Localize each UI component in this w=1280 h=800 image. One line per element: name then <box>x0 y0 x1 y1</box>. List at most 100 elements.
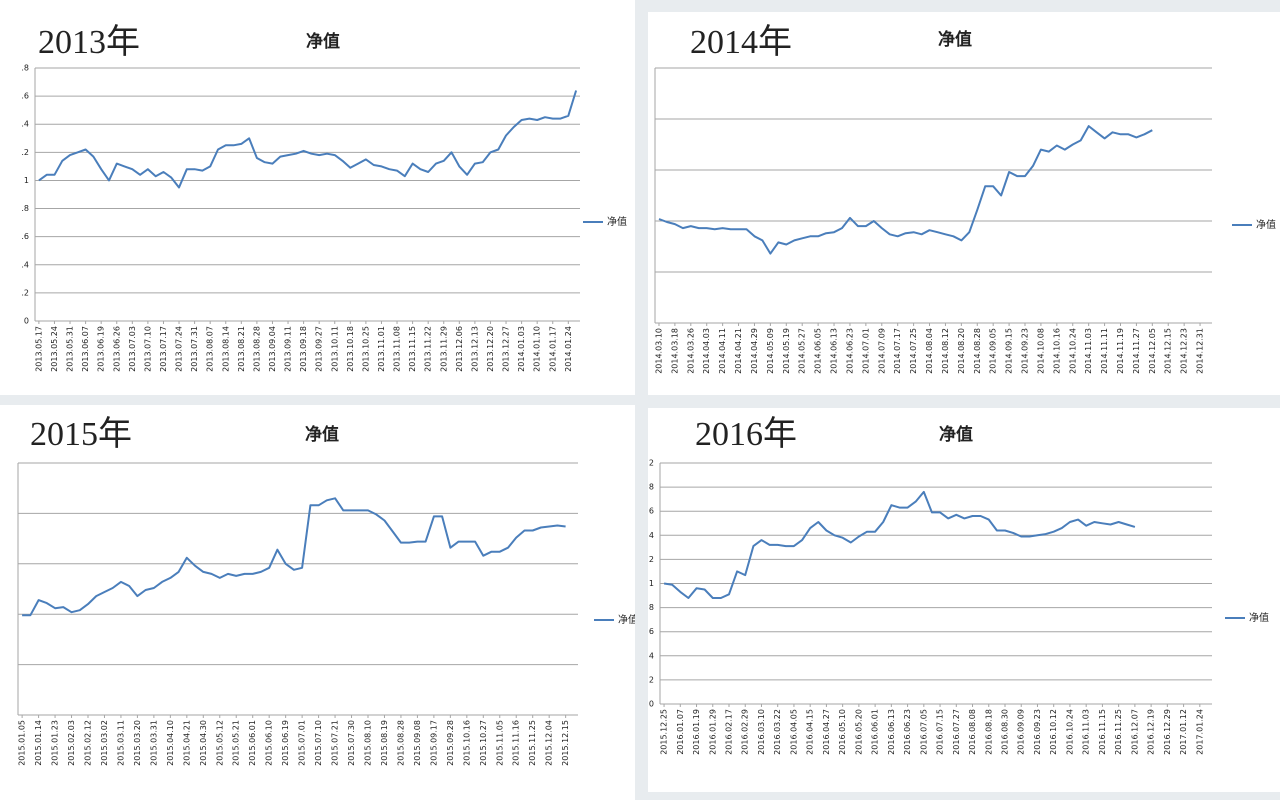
x-tick-label: 2014.08.20 <box>957 328 966 374</box>
x-tick-label: 2014.12.31 <box>1196 328 1205 374</box>
x-tick-label: 2015.05.12 <box>215 720 224 766</box>
x-tick-label: 2014.12.05 <box>1148 328 1157 374</box>
y-tick-label: 8 <box>649 483 654 492</box>
x-tick-label: 2016.08.30 <box>1001 709 1010 755</box>
x-tick-label: 2014.10.08 <box>1036 328 1045 374</box>
x-tick-label: 2016.06.13 <box>887 709 896 755</box>
x-tick-label: 2014.05.27 <box>798 328 807 374</box>
x-tick-label: 2014.09.23 <box>1021 328 1030 374</box>
y-tick-label: .6 <box>21 92 29 101</box>
y-tick-label: 0 <box>649 700 654 709</box>
x-tick-label: 2014.05.19 <box>782 328 791 374</box>
x-tick-label: 2014.12.23 <box>1180 328 1189 374</box>
x-tick-label: 2016.10.12 <box>1049 709 1058 755</box>
y-tick-label: 6 <box>649 627 654 636</box>
x-tick-label: 2015.07.01 <box>298 720 307 766</box>
chart-title: 净值 <box>305 424 339 445</box>
x-tick-label: 2016.02.17 <box>725 709 734 755</box>
x-tick-label: 2013.08.28 <box>252 326 261 372</box>
x-tick-label: 2016.09.23 <box>1033 709 1042 755</box>
x-tick-label: 2013.10.18 <box>346 326 355 372</box>
x-tick-label: 2015.08.10 <box>364 720 373 766</box>
y-tick-label: 0 <box>24 317 29 326</box>
x-tick-label: 2015.12.15 <box>561 720 570 766</box>
legend-label: 净值 <box>1256 218 1276 231</box>
x-tick-label: 2015.01.23 <box>51 720 60 766</box>
y-tick-label: 2 <box>649 675 654 684</box>
x-tick-label: 2014.06.13 <box>830 328 839 374</box>
x-tick-label: 2016.07.05 <box>919 709 928 755</box>
x-tick-label: 2015.09.28 <box>446 720 455 766</box>
series-line <box>658 125 1153 255</box>
x-tick-label: 2014.07.17 <box>893 328 902 374</box>
x-tick-label: 2016.06.01 <box>871 709 880 755</box>
y-tick-label: .2 <box>21 288 29 297</box>
x-tick-label: 2013.08.21 <box>237 326 246 372</box>
x-tick-label: 2015.12.04 <box>545 720 554 766</box>
x-tick-label: 2013.12.13 <box>470 326 479 372</box>
chart-title: 净值 <box>939 424 973 445</box>
year-label: 2016年 <box>695 415 797 453</box>
x-tick-label: 2014.03.18 <box>670 328 679 374</box>
x-tick-label: 2015.11.25 <box>528 720 537 766</box>
x-tick-label: 2016.04.27 <box>822 709 831 755</box>
x-tick-label: 2014.09.15 <box>1005 328 1014 374</box>
year-label: 2015年 <box>30 415 132 453</box>
x-tick-label: 2015.03.11 <box>116 720 125 766</box>
y-tick-label: 1 <box>649 579 654 588</box>
x-tick-label: 2014.06.05 <box>814 328 823 374</box>
x-tick-label: 2014.04.11 <box>718 328 727 374</box>
x-tick-label: 2014.09.05 <box>989 328 998 374</box>
y-tick-label: .8 <box>21 204 29 213</box>
x-tick-label: 2014.08.12 <box>941 328 950 374</box>
legend-label: 净值 <box>618 613 635 626</box>
y-tick-label: .8 <box>21 64 29 73</box>
x-tick-label: 2014.08.04 <box>925 328 934 374</box>
x-tick-label: 2015.02.12 <box>84 720 93 766</box>
x-tick-label: 2014.04.29 <box>750 328 759 374</box>
x-tick-label: 2016.07.27 <box>952 709 961 755</box>
y-tick-label: .6 <box>21 232 29 241</box>
x-tick-label: 2014.01.24 <box>564 326 573 372</box>
x-tick-label: 2016.12.19 <box>1147 709 1156 755</box>
x-tick-label: 2013.12.27 <box>502 326 511 372</box>
x-tick-label: 2013.06.07 <box>81 326 90 372</box>
x-tick-label: 2015.04.30 <box>199 720 208 766</box>
x-tick-label: 2015.07.10 <box>314 720 323 766</box>
x-tick-label: 2015.05.21 <box>232 720 241 766</box>
x-tick-label: 2015.03.31 <box>149 720 158 766</box>
legend-label: 净值 <box>1249 611 1269 624</box>
x-tick-label: 2015.03.20 <box>133 720 142 766</box>
x-tick-label: 2015.04.21 <box>182 720 191 766</box>
x-tick-label: 2013.09.04 <box>268 326 277 372</box>
x-tick-label: 2014.06.23 <box>845 328 854 374</box>
x-tick-label: 2014.01.17 <box>548 326 557 372</box>
x-tick-label: 2013.11.29 <box>439 326 448 372</box>
x-tick-label: 2016.12.07 <box>1130 709 1139 755</box>
x-tick-label: 2013.07.24 <box>175 326 184 372</box>
x-tick-label: 2016.05.10 <box>838 709 847 755</box>
y-tick-label: .2 <box>21 148 29 157</box>
x-tick-label: 2014.10.16 <box>1052 328 1061 374</box>
chart-panel: 2014.03.10 2014.03.18 2014.03.26 2014.04.03… <box>648 12 1280 395</box>
x-tick-label: 2013.07.17 <box>159 326 168 372</box>
y-tick-label: .4 <box>21 120 29 129</box>
y-tick-label: 4 <box>649 651 654 660</box>
x-tick-label: 2015.09.17 <box>429 720 438 766</box>
x-tick-label: 2014.04.03 <box>702 328 711 374</box>
year-label: 2013年 <box>38 23 140 61</box>
x-tick-label: 2013.11.15 <box>408 326 417 372</box>
series-line <box>22 497 566 617</box>
x-tick-label: 2015.01.05 <box>18 720 27 766</box>
x-tick-label: 2016.04.15 <box>806 709 815 755</box>
x-tick-label: 2015.07.21 <box>331 720 340 766</box>
x-tick-label: 2015.01.14 <box>34 720 43 766</box>
series-line <box>663 490 1136 599</box>
x-tick-label: 2015.06.01 <box>248 720 257 766</box>
x-tick-label: 2017.01.12 <box>1179 709 1188 755</box>
x-tick-label: 2014.03.26 <box>686 328 695 374</box>
x-tick-label: 2013.12.06 <box>455 326 464 372</box>
x-tick-label: 2014.01.10 <box>533 326 542 372</box>
x-tick-label: 2017.01.24 <box>1195 709 1204 755</box>
